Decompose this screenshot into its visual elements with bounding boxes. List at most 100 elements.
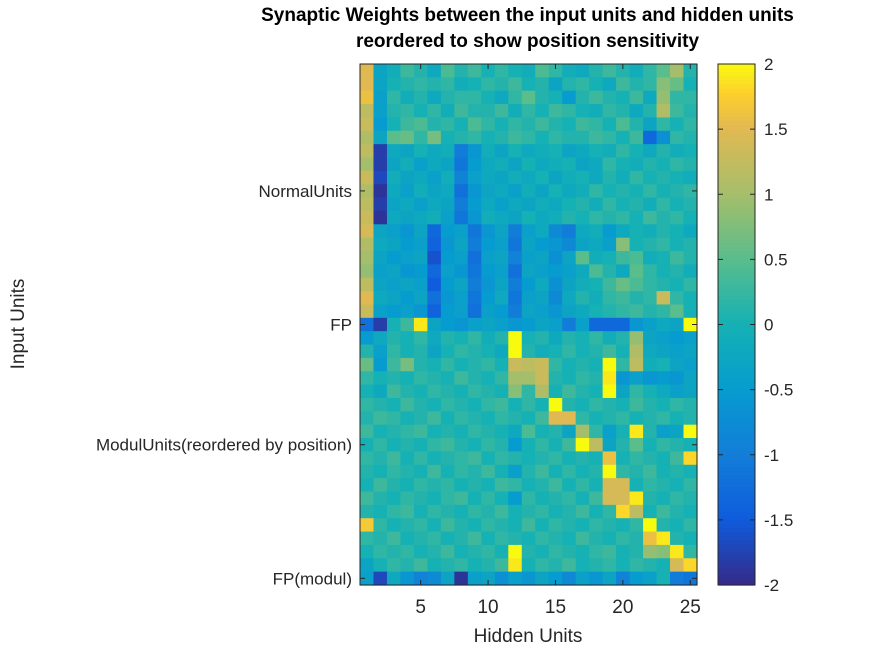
heatmap-cell <box>589 357 604 372</box>
colorbar-segment <box>718 471 755 476</box>
heatmap-cell <box>656 544 671 559</box>
heatmap-cell <box>494 277 509 292</box>
heatmap-cell <box>427 518 442 533</box>
heatmap-cell <box>575 451 590 466</box>
heatmap-cell <box>521 464 536 479</box>
heatmap-cell <box>575 558 590 573</box>
heatmap-cell <box>616 371 631 386</box>
heatmap-cell <box>548 438 563 453</box>
heatmap-cell <box>589 451 604 466</box>
heatmap-cell <box>562 464 577 479</box>
heatmap-cell <box>481 424 496 439</box>
heatmap-cell <box>683 251 698 265</box>
heatmap-cell <box>454 64 469 78</box>
heatmap-cell <box>683 291 698 306</box>
heatmap-cell <box>616 210 631 225</box>
heatmap-cell <box>656 157 671 172</box>
colorbar-segment <box>718 141 755 147</box>
heatmap-cell <box>386 411 402 426</box>
colorbar-segment <box>718 377 755 383</box>
heatmap-cell <box>535 424 550 439</box>
heatmap-cell <box>616 384 631 399</box>
heatmap-cell <box>427 438 442 453</box>
heatmap-cell <box>683 77 698 92</box>
heatmap-cell <box>413 518 428 533</box>
heatmap-cell <box>373 317 388 332</box>
heatmap-cell <box>548 277 563 292</box>
heatmap-cell <box>413 184 428 199</box>
heatmap-cell <box>562 518 577 533</box>
heatmap-cell <box>683 451 698 466</box>
heatmap-cell <box>602 424 617 439</box>
heatmap-cell <box>373 237 388 252</box>
heatmap-cell <box>656 424 671 439</box>
colorbar-segment <box>718 182 755 187</box>
heatmap-cell <box>602 170 617 185</box>
heatmap-cell <box>548 130 563 145</box>
heatmap-cell <box>521 357 536 372</box>
heatmap-cell <box>535 544 550 559</box>
heatmap-cell <box>602 277 617 292</box>
heatmap-cell <box>629 170 644 185</box>
colorbar-segment <box>718 312 755 317</box>
heatmap-cell <box>602 77 617 92</box>
heatmap-cell <box>481 478 496 493</box>
heatmap-cell <box>589 291 604 306</box>
heatmap-cell <box>575 197 590 212</box>
heatmap-cell <box>427 117 442 132</box>
heatmap-cell <box>360 130 375 145</box>
colorbar-segment <box>718 544 755 549</box>
heatmap-cell <box>521 424 536 439</box>
heatmap-cell <box>386 344 402 359</box>
heatmap-cell <box>575 504 590 519</box>
heatmap-cell <box>589 344 604 359</box>
heatmap-cell <box>427 224 442 239</box>
heatmap-cell <box>656 210 671 225</box>
heatmap-cell <box>575 291 590 306</box>
heatmap-cell <box>508 251 523 265</box>
heatmap-cell <box>575 104 590 119</box>
heatmap-cell <box>548 397 563 412</box>
heatmap-cell <box>589 144 604 159</box>
heatmap-cell <box>521 451 536 466</box>
colorbar-segment <box>718 576 755 582</box>
heatmap-cell <box>413 64 428 78</box>
heatmap-cell <box>413 104 428 119</box>
heatmap-cell <box>427 397 442 412</box>
heatmap-cell <box>575 518 590 533</box>
heatmap-cell <box>508 384 523 399</box>
heatmap-cell <box>508 184 523 199</box>
heatmap-cell <box>373 411 388 426</box>
heatmap-cell <box>400 411 415 426</box>
heatmap-cell <box>683 384 698 399</box>
heatmap-cell <box>548 64 563 78</box>
heatmap-cell <box>440 424 455 439</box>
heatmap-cell <box>656 237 671 252</box>
colorbar-segment <box>718 568 755 574</box>
heatmap-cell <box>562 478 577 493</box>
heatmap-cell <box>616 90 631 105</box>
heatmap-cell <box>683 184 698 199</box>
heatmap-cell <box>616 130 631 145</box>
heatmap-cell <box>643 397 658 412</box>
heatmap-cell <box>413 504 428 519</box>
heatmap-cell <box>656 130 671 145</box>
heatmap-cell <box>548 411 563 426</box>
heatmap-cell <box>467 451 482 466</box>
heatmap-cell <box>467 77 482 92</box>
heatmap-cell <box>467 438 482 453</box>
heatmap-cell <box>548 317 563 332</box>
heatmap-cell <box>683 438 698 453</box>
colorbar-segment <box>718 369 755 374</box>
heatmap-cell <box>508 464 523 479</box>
heatmap-cell <box>427 251 442 265</box>
heatmap-cell <box>440 518 455 533</box>
heatmap-cell <box>400 144 415 159</box>
colorbar-segment <box>718 145 755 151</box>
colorbar-segment <box>718 572 755 578</box>
colorbar-segment <box>718 186 755 191</box>
heatmap-cell <box>386 558 402 573</box>
heatmap-cell <box>562 304 577 319</box>
heatmap-cell <box>535 197 550 212</box>
heatmap-cell <box>656 184 671 199</box>
